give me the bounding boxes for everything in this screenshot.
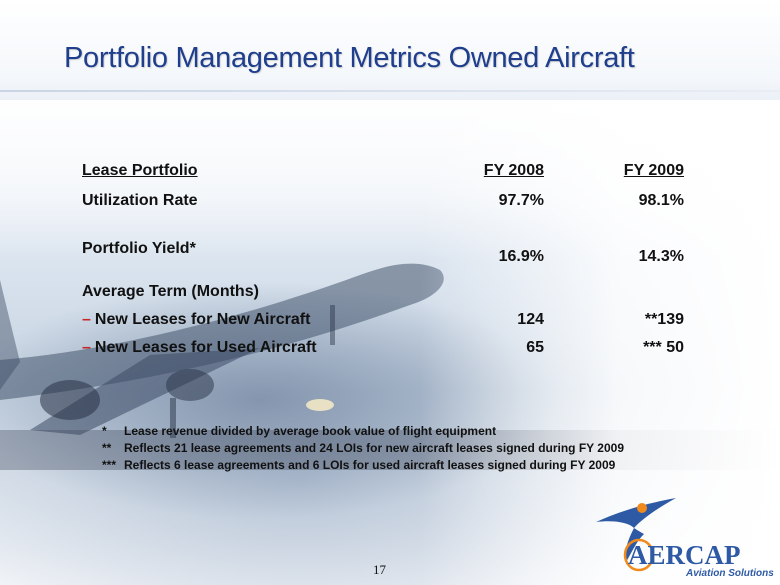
value-fy2009: **139 bbox=[644, 311, 684, 328]
value-fy2008: 124 bbox=[517, 311, 544, 328]
value-fy2009: 14.3% bbox=[638, 248, 684, 265]
table-row-portfolio-yield-label: Portfolio Yield* bbox=[82, 240, 692, 264]
row-label: Average Term (Months) bbox=[82, 283, 259, 300]
logo-tagline: Aviation Solutions bbox=[686, 568, 774, 579]
aercap-figure-icon bbox=[596, 498, 676, 572]
row-label: – New Leases for Used Aircraft bbox=[82, 339, 317, 357]
row-label: Utilization Rate bbox=[82, 192, 198, 209]
footnote-text: Lease revenue divided by average book va… bbox=[124, 424, 497, 438]
footnote-3: *** Reflects 6 lease agreements and 6 LOI… bbox=[102, 457, 624, 474]
table-row-new-leases-new-aircraft: – New Leases for New Aircraft 124 **139 bbox=[82, 311, 692, 335]
value-fy2008: 16.9% bbox=[498, 248, 544, 265]
value-fy2009: 98.1% bbox=[638, 192, 684, 209]
airplane-silhouette-icon bbox=[0, 263, 780, 470]
title-divider bbox=[0, 90, 780, 92]
table-row-utilization-rate: Utilization Rate 97.7% 98.1% bbox=[82, 192, 692, 216]
table-row-average-term: Average Term (Months) bbox=[82, 283, 692, 307]
footnote-2: ** Reflects 21 lease agreements and 24 LO… bbox=[102, 440, 624, 457]
row-label: Portfolio Yield* bbox=[82, 240, 196, 257]
footnote-mark: * bbox=[102, 424, 107, 438]
table-row-new-leases-used-aircraft: – New Leases for Used Aircraft 65 *** 50 bbox=[82, 339, 692, 363]
dash-bullet-icon: – bbox=[82, 339, 91, 356]
aercap-logo: AERCAP Aviation Solutions bbox=[588, 492, 778, 582]
row-label: – New Leases for New Aircraft bbox=[82, 311, 310, 329]
dash-bullet-icon: – bbox=[82, 311, 91, 328]
footnote-text: Reflects 6 lease agreements and 6 LOIs f… bbox=[124, 458, 616, 472]
value-fy2009: *** 50 bbox=[643, 339, 684, 356]
row-label-text: New Leases for New Aircraft bbox=[94, 311, 311, 328]
footnote-1: * Lease revenue divided by average book v… bbox=[102, 423, 624, 440]
footnote-mark: ** bbox=[102, 441, 112, 455]
page-number: 17 bbox=[373, 562, 386, 577]
background-fade-right bbox=[420, 100, 780, 585]
table-header-row: Lease Portfolio FY 2008 FY 2009 bbox=[82, 162, 692, 186]
column-header-fy2009: FY 2009 bbox=[623, 162, 684, 179]
value-fy2008: 65 bbox=[526, 339, 544, 356]
value-fy2008: 97.7% bbox=[498, 192, 544, 209]
column-header-lease-portfolio: Lease Portfolio bbox=[82, 162, 198, 179]
row-label-text: New Leases for Used Aircraft bbox=[94, 339, 317, 356]
logo-wordmark: AERCAP bbox=[628, 540, 741, 570]
footnote-text: Reflects 21 lease agreements and 24 LOIs… bbox=[124, 441, 624, 455]
slide-title: Portfolio Management Metrics Owned Aircr… bbox=[64, 42, 635, 74]
column-header-fy2008: FY 2008 bbox=[483, 162, 544, 179]
table-row-portfolio-yield-values: 16.9% 14.3% bbox=[82, 248, 692, 272]
footnote-mark: *** bbox=[102, 458, 117, 472]
footnotes: * Lease revenue divided by average book v… bbox=[102, 423, 624, 474]
